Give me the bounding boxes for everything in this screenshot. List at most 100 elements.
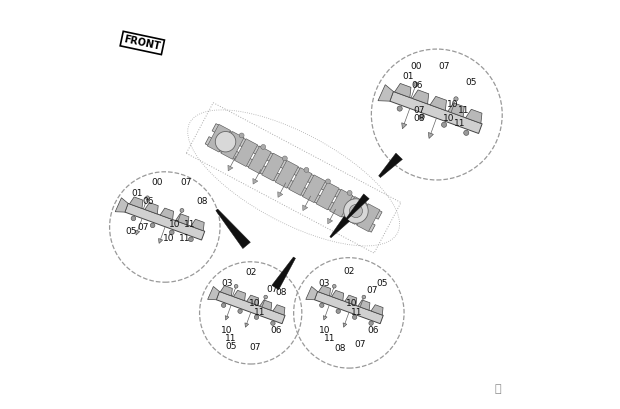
Text: 01: 01 bbox=[402, 72, 414, 81]
Polygon shape bbox=[390, 92, 482, 133]
Text: 07: 07 bbox=[180, 178, 192, 187]
Text: 11: 11 bbox=[225, 334, 237, 343]
Circle shape bbox=[319, 303, 324, 308]
Text: 11: 11 bbox=[184, 220, 196, 229]
Polygon shape bbox=[175, 213, 189, 225]
Circle shape bbox=[414, 82, 418, 87]
Circle shape bbox=[397, 106, 402, 111]
Polygon shape bbox=[345, 295, 356, 306]
Polygon shape bbox=[159, 238, 162, 243]
Text: 11: 11 bbox=[254, 308, 265, 317]
Polygon shape bbox=[136, 230, 140, 235]
Circle shape bbox=[347, 191, 352, 196]
Text: FRONT: FRONT bbox=[123, 34, 162, 52]
Circle shape bbox=[369, 321, 373, 326]
Text: 11: 11 bbox=[350, 308, 362, 317]
Circle shape bbox=[441, 122, 446, 127]
Circle shape bbox=[343, 199, 368, 223]
Text: 07: 07 bbox=[249, 343, 260, 352]
Polygon shape bbox=[130, 197, 143, 209]
Polygon shape bbox=[358, 300, 370, 310]
Text: 05: 05 bbox=[376, 279, 388, 288]
Polygon shape bbox=[394, 83, 411, 97]
Text: 05: 05 bbox=[125, 227, 137, 236]
Polygon shape bbox=[330, 216, 350, 238]
Polygon shape bbox=[402, 123, 407, 129]
Polygon shape bbox=[272, 257, 296, 290]
Circle shape bbox=[304, 167, 309, 172]
Polygon shape bbox=[262, 153, 285, 181]
Polygon shape bbox=[466, 109, 482, 124]
Polygon shape bbox=[371, 305, 383, 315]
Text: 01: 01 bbox=[131, 189, 143, 198]
Circle shape bbox=[454, 97, 458, 101]
Text: 11: 11 bbox=[454, 119, 465, 128]
Polygon shape bbox=[289, 168, 312, 196]
Circle shape bbox=[180, 209, 184, 212]
Polygon shape bbox=[327, 218, 333, 224]
Polygon shape bbox=[205, 137, 375, 232]
Polygon shape bbox=[278, 192, 283, 198]
Polygon shape bbox=[253, 178, 258, 184]
Polygon shape bbox=[221, 131, 244, 159]
Polygon shape bbox=[448, 103, 464, 117]
Circle shape bbox=[254, 315, 259, 319]
Text: 11: 11 bbox=[458, 106, 469, 115]
Polygon shape bbox=[275, 160, 298, 188]
Circle shape bbox=[239, 133, 244, 138]
Circle shape bbox=[419, 114, 425, 119]
Polygon shape bbox=[160, 208, 174, 220]
Polygon shape bbox=[379, 153, 402, 178]
Text: 03: 03 bbox=[319, 279, 330, 288]
Polygon shape bbox=[225, 316, 229, 320]
Text: 10: 10 bbox=[221, 326, 232, 335]
Circle shape bbox=[362, 295, 366, 299]
Text: 10: 10 bbox=[319, 326, 331, 335]
Text: 08: 08 bbox=[276, 288, 287, 297]
Text: 07: 07 bbox=[438, 62, 450, 71]
Polygon shape bbox=[234, 290, 246, 301]
Polygon shape bbox=[314, 292, 383, 324]
Circle shape bbox=[146, 196, 149, 200]
Text: 02: 02 bbox=[245, 268, 257, 277]
Text: Ⓦ: Ⓦ bbox=[495, 384, 502, 394]
Polygon shape bbox=[430, 97, 446, 110]
Text: 10: 10 bbox=[169, 220, 181, 229]
Polygon shape bbox=[207, 124, 231, 152]
Polygon shape bbox=[220, 285, 232, 296]
Circle shape bbox=[352, 315, 357, 319]
Circle shape bbox=[169, 230, 174, 235]
Circle shape bbox=[234, 284, 238, 288]
Text: 03: 03 bbox=[221, 279, 232, 288]
Polygon shape bbox=[234, 139, 257, 166]
Polygon shape bbox=[216, 209, 250, 249]
Polygon shape bbox=[245, 323, 249, 327]
Text: 00: 00 bbox=[410, 62, 422, 71]
Polygon shape bbox=[306, 286, 317, 300]
Polygon shape bbox=[273, 305, 285, 315]
Text: 11: 11 bbox=[179, 234, 190, 243]
Polygon shape bbox=[330, 189, 353, 217]
Text: 06: 06 bbox=[270, 326, 282, 335]
Text: 10: 10 bbox=[443, 114, 454, 123]
Text: 07: 07 bbox=[266, 285, 278, 294]
Circle shape bbox=[326, 179, 330, 184]
Text: 10: 10 bbox=[347, 299, 358, 308]
Circle shape bbox=[336, 309, 340, 313]
Text: 06: 06 bbox=[412, 81, 423, 90]
Polygon shape bbox=[248, 146, 271, 174]
Text: 10: 10 bbox=[448, 100, 459, 109]
Text: 10: 10 bbox=[163, 234, 175, 243]
Circle shape bbox=[188, 237, 193, 242]
Circle shape bbox=[464, 130, 469, 135]
Polygon shape bbox=[247, 295, 259, 306]
Polygon shape bbox=[125, 203, 205, 240]
Polygon shape bbox=[303, 175, 326, 203]
Polygon shape bbox=[191, 219, 204, 231]
Polygon shape bbox=[216, 292, 285, 324]
Text: 05: 05 bbox=[225, 342, 237, 351]
Polygon shape bbox=[357, 204, 380, 231]
Polygon shape bbox=[316, 182, 339, 210]
Circle shape bbox=[261, 144, 266, 149]
Text: 07: 07 bbox=[367, 286, 378, 295]
